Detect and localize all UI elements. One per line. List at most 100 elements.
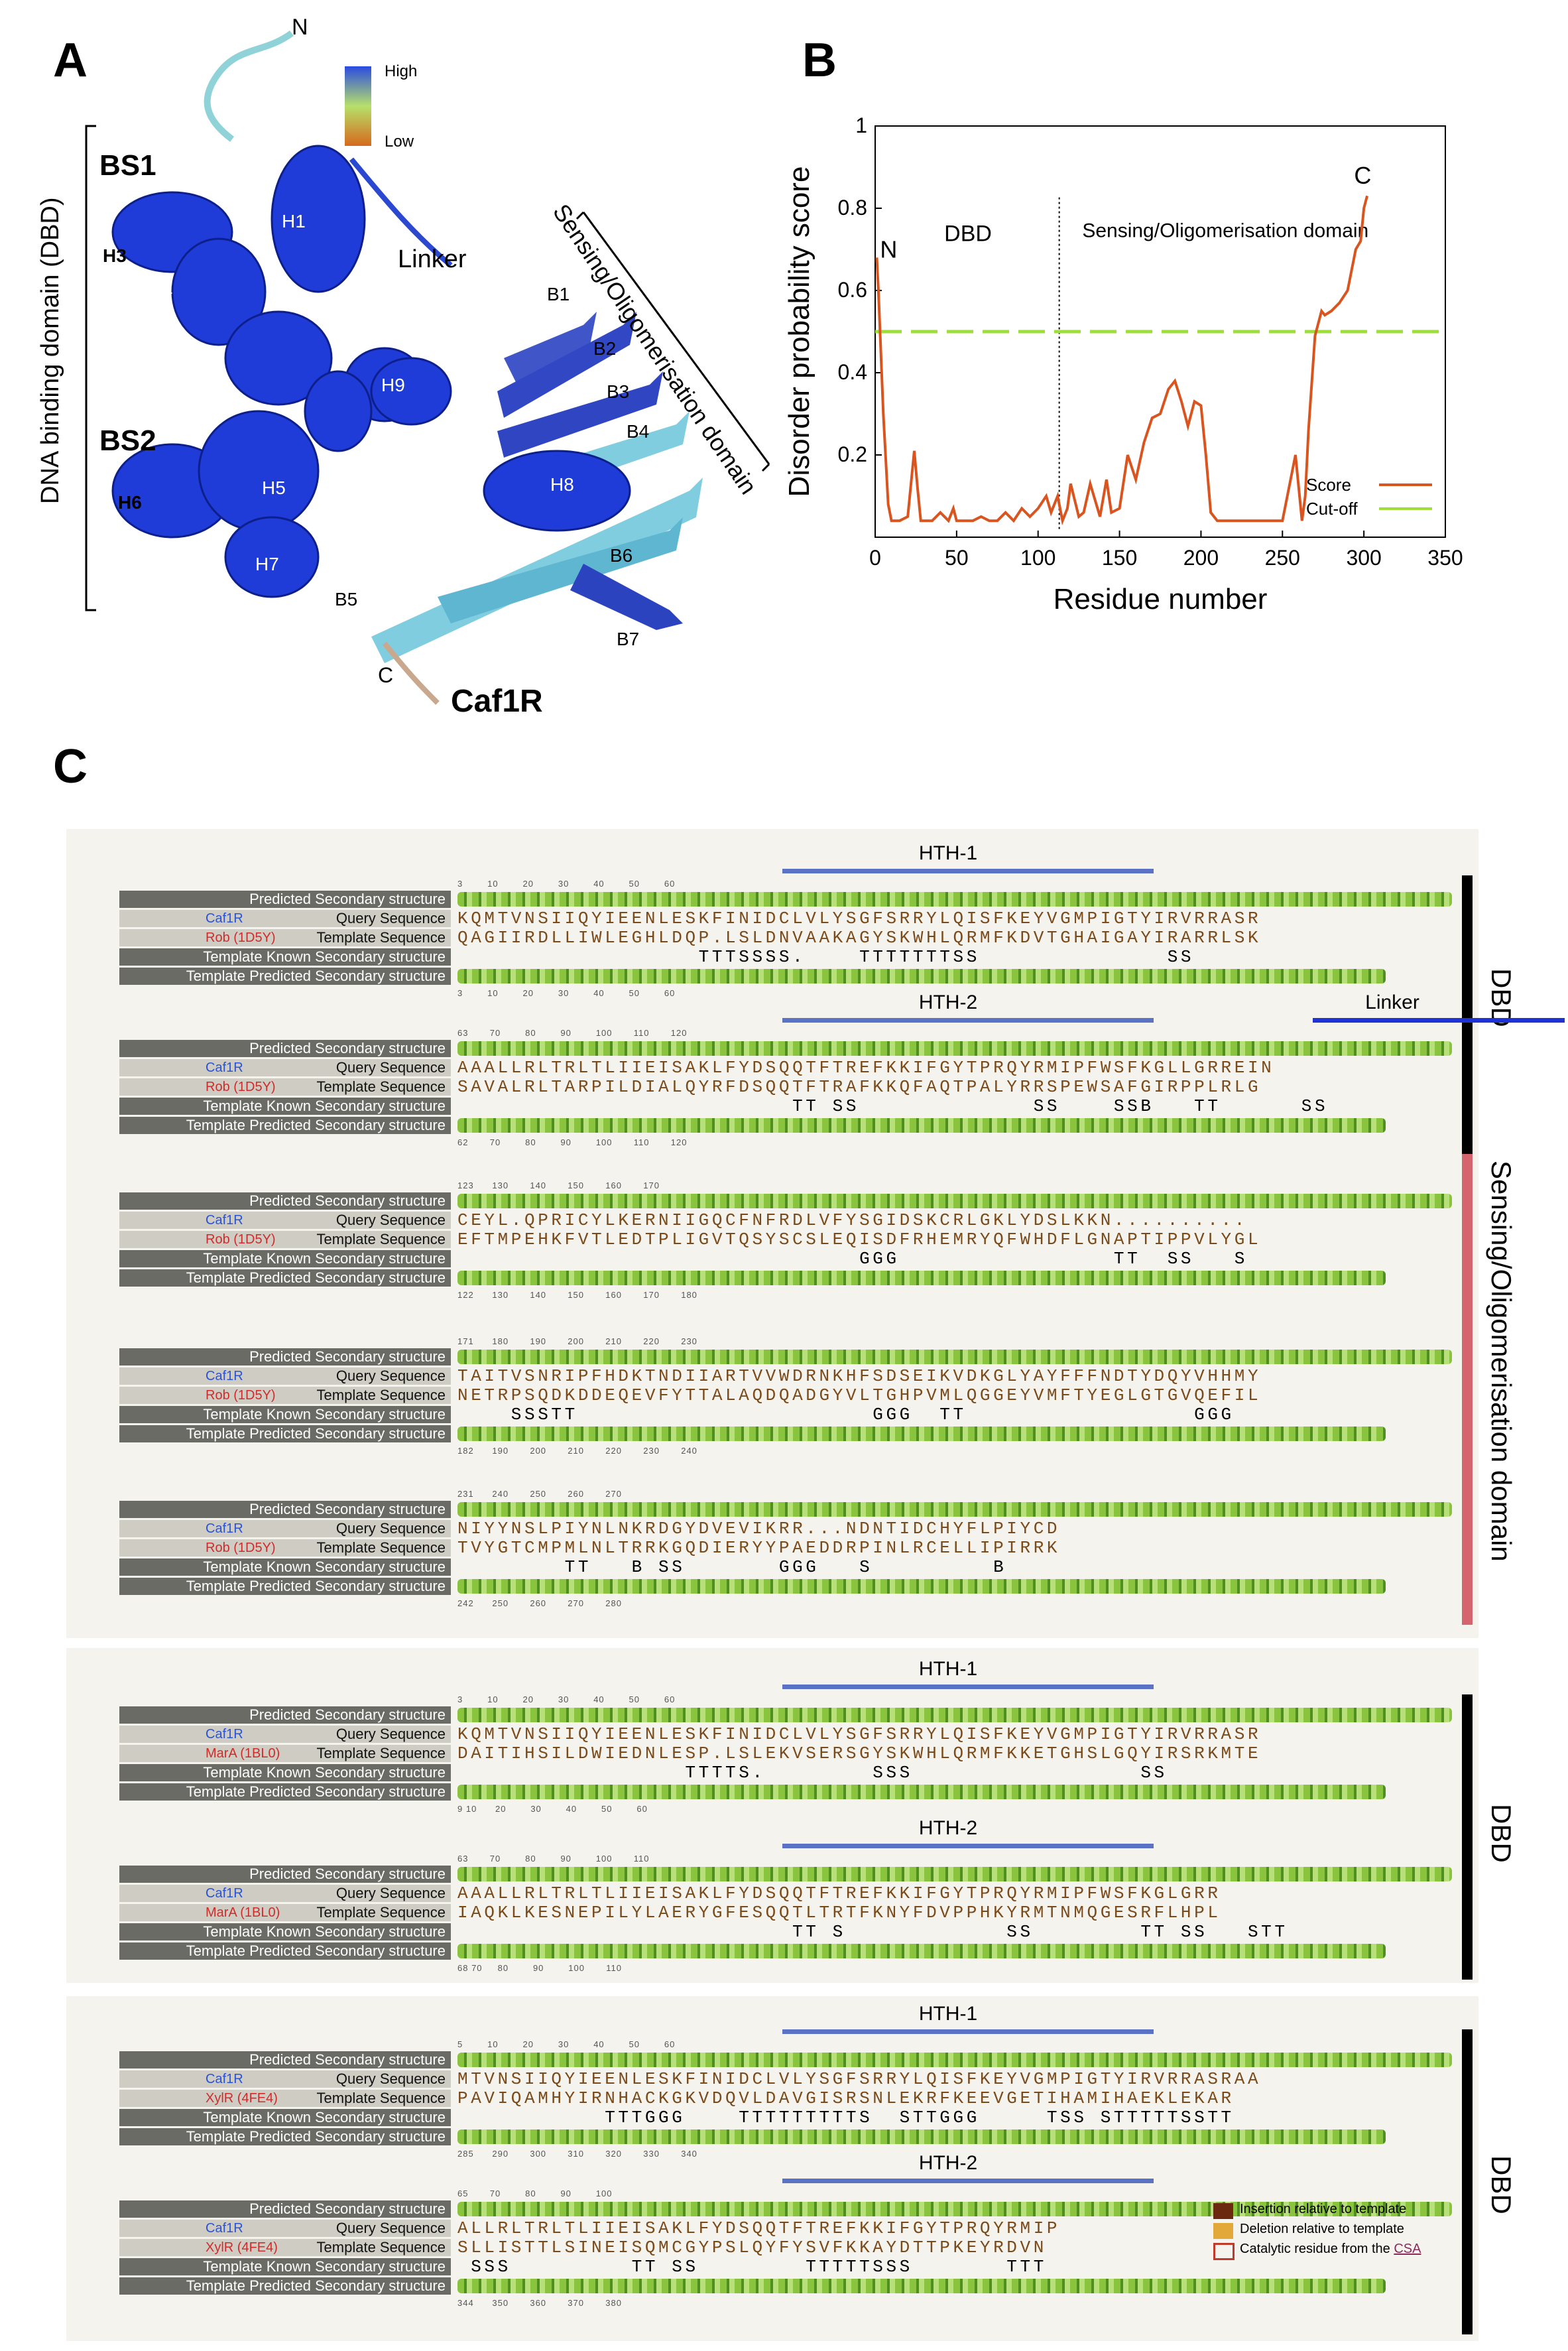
dbd-bar-3 (1462, 2029, 1473, 2334)
secondary-structure-track (457, 2053, 1452, 2067)
c-terminal-loop (382, 641, 440, 705)
label-n-term: N (292, 15, 308, 40)
secondary-structure-track (457, 892, 1452, 907)
label-linker: Linker (398, 245, 467, 273)
alignment-row-known: Template Known Secondary structure TTTGG… (119, 2109, 1512, 2128)
row-label: Template Known Secondary structure (119, 1923, 451, 1940)
linker-loop (349, 157, 453, 268)
bottom-ruler: 285 290 300 310 320 330 340 (457, 2149, 697, 2159)
confidence-color-scale (345, 66, 371, 146)
protein-structure-figure (85, 30, 770, 705)
x-axis-label: Residue number (1054, 583, 1268, 615)
label-b2: B2 (593, 338, 617, 359)
row-label: Query Sequence Caf1R (119, 1726, 451, 1743)
x-tick-label: 300 (1346, 546, 1381, 570)
alignment-row-pred: Predicted Secondary structure (119, 1501, 1512, 1519)
row-label: Template Known Secondary structure (119, 2109, 451, 2126)
c-annotation: C (1354, 162, 1371, 189)
bottom-ruler: 3 10 20 30 40 50 60 (457, 988, 676, 998)
motif-label: HTH-1 (918, 842, 978, 864)
row-label-text: Query Sequence (335, 1367, 446, 1384)
motif-bar (782, 2179, 1154, 2183)
legend-score-label: Score (1306, 475, 1351, 495)
row-label-text: Template Predicted Secondary structure (186, 1783, 446, 1800)
y-tick-label: 1 (855, 113, 867, 137)
query-name: Caf1R (206, 1060, 243, 1075)
disorder-chart: 0 50 100 150 200 250 300 350 0.2 0.4 0.6 0.8 1 Residu… (783, 113, 1463, 615)
catalytic-swatch (1213, 2243, 1235, 2260)
label-b7: B7 (617, 629, 640, 649)
label-c-term: C (378, 663, 394, 687)
query-name: Caf1R (206, 2221, 243, 2236)
row-label: Query Sequence Caf1R (119, 1212, 451, 1229)
sensing-bracket (575, 211, 770, 472)
row-label-text: Template Known Secondary structure (203, 2258, 446, 2275)
row-label: Template Predicted Secondary structure (119, 1269, 451, 1287)
row-label: Template Predicted Secondary structure (119, 2277, 451, 2295)
x-tick-label: 250 (1265, 546, 1300, 570)
secondary-structure-track (457, 1579, 1386, 1594)
query-sequence: AAALLRLTRLTLIIEISAKLFYDSQQTFTREFKKIFGYTP… (457, 1883, 1221, 1903)
row-label-text: Template Predicted Secondary structure (186, 968, 446, 984)
row-label: Template Known Secondary structure (119, 948, 451, 966)
motif-label: HTH-2 (918, 2152, 978, 2174)
bottom-ruler: 9 10 20 30 40 50 60 (457, 1804, 648, 1814)
label-h8: H8 (550, 474, 574, 495)
row-label: Query Sequence Caf1R (119, 1367, 451, 1385)
motif-label: HTH-2 (918, 991, 978, 1013)
row-label-text: Predicted Secondary structure (249, 2051, 446, 2068)
motif-label: HTH-1 (918, 2003, 978, 2025)
template-name: Rob (1D5Y) (206, 930, 276, 945)
known-ss-text: TT B SS GGG S B (457, 1557, 1007, 1577)
alignment-row-template: Template Sequence Rob (1D5Y) TVYGTCMPMLNLT… (119, 1539, 1512, 1558)
row-label: Predicted Secondary structure (119, 2051, 451, 2068)
row-label-text: Query Sequence (335, 2070, 446, 2087)
row-label-text: Predicted Secondary structure (249, 1501, 446, 1517)
alignment-row-pred: Predicted Secondary structure (119, 1706, 1512, 1725)
insertion-swatch (1213, 2203, 1233, 2219)
side-label-dbd-2: DBD (1486, 1804, 1517, 1863)
alignment-row-template: Template Sequence Rob (1D5Y) NETRPSQDKDDEQ… (119, 1387, 1512, 1405)
query-sequence: ALLRLTRLTLIIEISAKLFYDSQQTFTREFKKIFGYTPRQ… (457, 2218, 1061, 2238)
top-ruler: 5 10 20 30 40 50 60 (457, 2039, 676, 2049)
alignment-row-pred: Predicted Secondary structure (119, 1866, 1512, 1884)
row-label-text: Template Known Secondary structure (203, 1558, 446, 1575)
row-label: Template Predicted Secondary structure (119, 1578, 451, 1595)
y-axis-label: Disorder probability score (783, 166, 815, 497)
motif-bar (782, 1844, 1154, 1848)
label-h9: H9 (381, 375, 405, 395)
alignment-row-known: Template Known Secondary structure TTTTS… (119, 1764, 1512, 1783)
row-label-text: Template Predicted Secondary structure (186, 1269, 446, 1286)
csa-link[interactable]: CSA (1394, 2242, 1421, 2256)
alignment-row-query: Query Sequence Caf1R MTVNSIIQYIEENLESKFINI… (119, 2070, 1512, 2089)
top-ruler: 63 70 80 90 100 110 (457, 1854, 650, 1864)
alignment-row-query: Query Sequence Caf1R TAITVSNRIPFHDKTNDIIAR… (119, 1367, 1512, 1386)
row-label: Template Sequence MarA (1BL0) (119, 1904, 451, 1921)
row-label: Query Sequence Caf1R (119, 2070, 451, 2088)
legend-insertion: Insertion relative to template (1240, 2202, 1407, 2216)
alignment-row-known: Template Known Secondary structure TT B … (119, 1558, 1512, 1577)
alignment-row-tpred: Template Predicted Secondary structure (119, 968, 1512, 986)
helix-h9 (370, 357, 452, 426)
scale-low: Low (385, 133, 414, 151)
top-ruler: 3 10 20 30 40 50 60 (457, 879, 676, 889)
row-label-text: Template Sequence (316, 1904, 446, 1921)
row-label-text: Predicted Secondary structure (249, 1040, 446, 1056)
query-sequence: MTVNSIIQYIEENLESKFINIDCLVLYSGFSRRYLQISFK… (457, 2069, 1262, 2089)
legend-deletion: Deletion relative to template (1240, 2222, 1404, 2236)
dbd-bracket (85, 125, 96, 611)
row-label: Template Predicted Secondary structure (119, 1942, 451, 1960)
row-label-text: Template Sequence (316, 929, 446, 946)
secondary-structure-track (457, 1502, 1452, 1517)
alignment-row-template: Template Sequence Rob (1D5Y) EFTMPEHKFVTLE… (119, 1231, 1512, 1249)
secondary-structure-track (457, 1427, 1386, 1441)
scale-high: High (385, 62, 418, 80)
row-label-text: Template Known Secondary structure (203, 1406, 446, 1423)
query-name: Caf1R (206, 1727, 243, 1742)
alignment-row-query: Query Sequence Caf1R CEYL.QPRICYLKERNIIGQC… (119, 1212, 1512, 1230)
row-label: Template Known Secondary structure (119, 1764, 451, 1781)
alignment-row-known: Template Known Secondary structure TT SS… (119, 1098, 1512, 1116)
deletion-swatch (1213, 2223, 1233, 2239)
alignment-row-tpred: Template Predicted Secondary structure (119, 2277, 1512, 2296)
n-terminal-tail (204, 30, 294, 142)
